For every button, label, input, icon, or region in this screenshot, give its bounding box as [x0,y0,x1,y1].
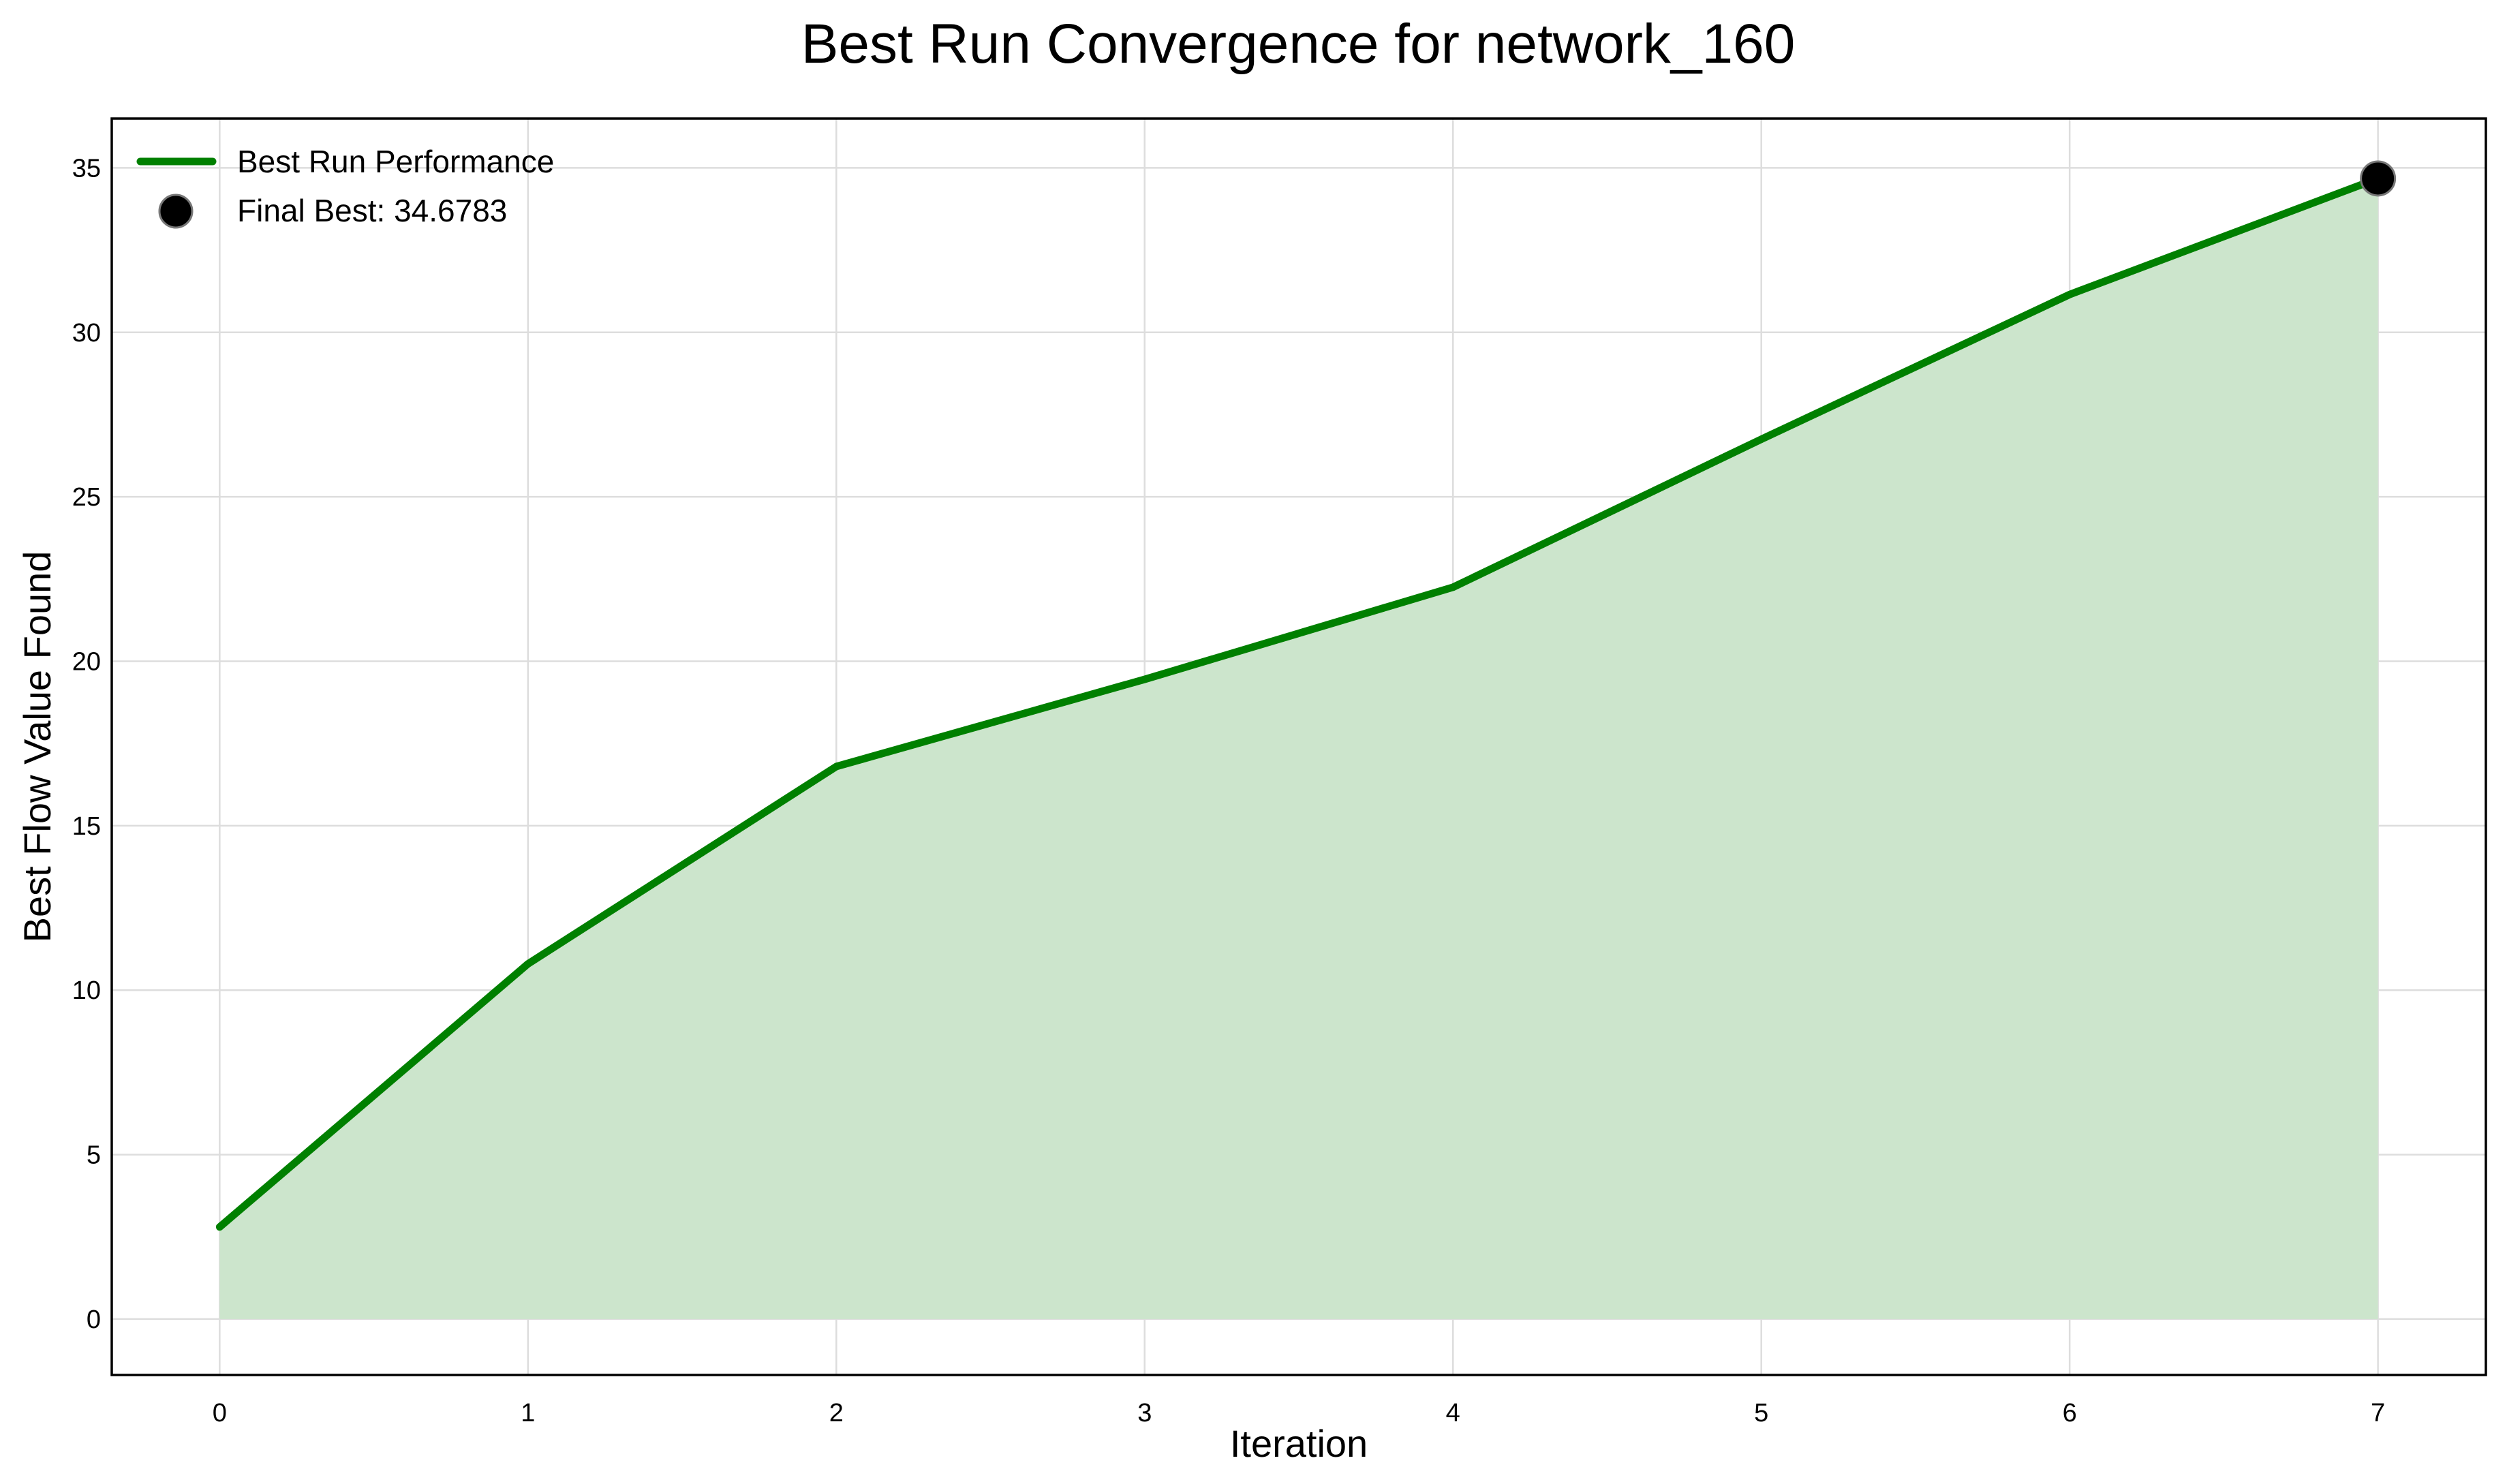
y-tick-label: 0 [87,1305,101,1334]
y-tick-label: 20 [72,647,101,676]
y-tick-label: 35 [72,154,101,183]
legend-point-label: Final Best: 34.6783 [237,193,507,228]
area-fill [219,178,2378,1319]
x-tick-label: 6 [2063,1399,2077,1427]
y-tick-label: 15 [72,812,101,841]
y-tick-label: 30 [72,319,101,347]
x-tick-label: 1 [521,1399,535,1427]
x-tick-labels: 0 1 2 3 4 5 6 7 [213,1399,2385,1427]
y-tick-label: 5 [87,1141,101,1170]
x-tick-label: 2 [829,1399,844,1427]
x-tick-label: 0 [213,1399,227,1427]
area-fill-group [219,178,2378,1319]
y-tick-label: 25 [72,483,101,512]
legend: Best Run Performance Final Best: 34.6783 [136,144,554,229]
y-tick-labels: 0 5 10 15 20 25 30 35 [72,154,101,1334]
y-axis-label: Best Flow Value Found [16,551,59,943]
chart-title: Best Run Convergence for network_160 [801,13,1796,75]
legend-line-label: Best Run Performance [237,144,554,179]
series-line-group [215,174,2382,1231]
final-best-point [2360,160,2397,197]
highlight-point-group [2360,160,2397,197]
x-tick-label: 5 [1754,1399,1768,1427]
plot-frame [110,117,2487,1376]
y-tick-label: 10 [72,976,101,1005]
legend-point-swatch [158,194,194,229]
x-tick-label: 4 [1446,1399,1460,1427]
x-tick-label: 7 [2371,1399,2385,1427]
x-axis-label: Iteration [1230,1422,1368,1465]
x-tick-label: 3 [1137,1399,1152,1427]
series-line [215,174,2382,1231]
